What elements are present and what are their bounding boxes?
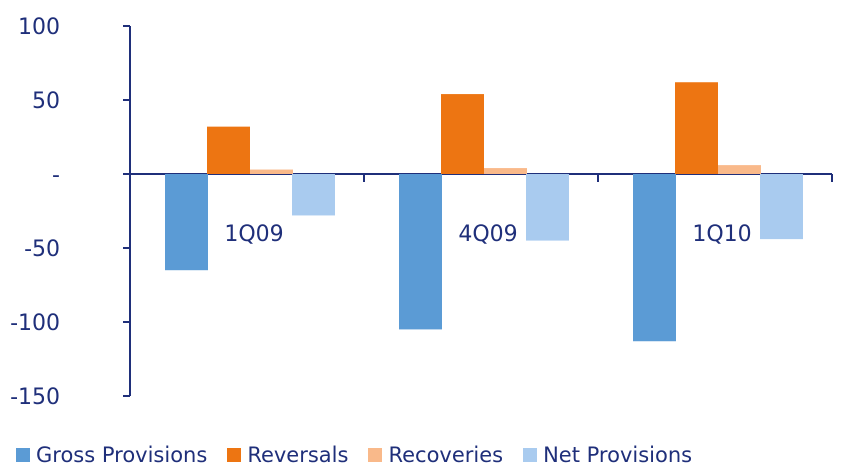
- x-category-label: 1Q09: [224, 222, 283, 247]
- bar-gross-provisions-4q09: [399, 174, 442, 330]
- y-tick-label: -100: [10, 311, 60, 336]
- bar-reversals-4q09: [441, 94, 484, 174]
- bar-recoveries-4q09: [484, 168, 527, 174]
- bar-gross-provisions-1q10: [633, 174, 676, 342]
- legend-item: Gross Provisions: [16, 443, 207, 467]
- bar-gross-provisions-1q09: [165, 174, 208, 271]
- chart-labels: 1Q09 4Q09 1Q10: [224, 222, 751, 247]
- bar-reversals-1q10: [675, 82, 718, 174]
- chart-legend: Gross Provisions Reversals Recoveries Net P…: [16, 440, 712, 470]
- x-category-label: 1Q10: [692, 222, 751, 247]
- chart-bars: [165, 82, 803, 342]
- bar-recoveries-1q09: [250, 169, 293, 174]
- y-tick-label: -150: [10, 385, 60, 410]
- y-tick-label: 50: [32, 89, 60, 114]
- y-tick-label: 100: [18, 15, 60, 40]
- legend-label: Net Provisions: [543, 443, 693, 467]
- legend-label: Recoveries: [388, 443, 504, 467]
- legend-swatch: [368, 448, 383, 462]
- legend-label: Reversals: [247, 443, 349, 467]
- bar-reversals-1q09: [207, 126, 250, 174]
- y-tick-label: -: [52, 163, 60, 188]
- bar-net-provisions-4q09: [526, 174, 569, 241]
- legend-swatch: [16, 448, 30, 462]
- bar-net-provisions-1q09: [292, 174, 335, 216]
- bar-net-provisions-1q10: [760, 174, 803, 240]
- legend-item: Recoveries: [368, 443, 503, 467]
- y-tick-label: -50: [24, 237, 60, 262]
- legend-swatch: [523, 448, 538, 462]
- legend-item: Net Provisions: [523, 443, 692, 467]
- legend-label: Gross Provisions: [36, 443, 208, 467]
- legend-item: Reversals: [227, 443, 348, 467]
- legend-swatch: [227, 448, 242, 462]
- bar-recoveries-1q10: [718, 165, 761, 174]
- x-category-label: 4Q09: [458, 222, 517, 247]
